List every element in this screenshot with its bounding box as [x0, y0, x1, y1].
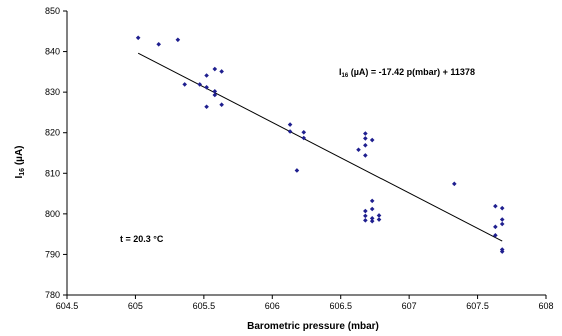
temperature-annotation: t = 20.3 °C: [120, 234, 164, 244]
regression-equation-label: I16 (µA) = -17.42 p(mbar) + 11378: [339, 67, 475, 79]
data-point: [212, 89, 218, 94]
y-tick-label: 790: [45, 249, 60, 259]
data-point: [294, 168, 300, 173]
x-tick-label: 607.5: [466, 301, 489, 311]
x-tick-label: 606.5: [329, 301, 352, 311]
x-tick-label: 608: [538, 301, 553, 311]
data-point: [499, 205, 505, 211]
data-point: [204, 73, 209, 78]
data-point: [204, 84, 209, 90]
data-point: [212, 66, 218, 72]
data-point: [356, 147, 361, 153]
data-point: [363, 136, 368, 141]
data-point: [135, 35, 141, 41]
data-point: [219, 69, 224, 74]
data-point: [376, 213, 382, 218]
data-point: [369, 198, 375, 204]
y-tick-label: 820: [45, 128, 60, 138]
data-point: [363, 131, 368, 136]
data-point: [376, 217, 382, 222]
data-point: [493, 224, 498, 230]
data-point: [156, 41, 161, 47]
data-point: [493, 233, 498, 238]
x-tick-label: 605.5: [193, 301, 216, 311]
data-point: [212, 92, 218, 98]
y-tick-label: 780: [45, 290, 60, 300]
data-point: [363, 213, 368, 219]
data-point: [499, 221, 505, 227]
x-axis-title: Barometric pressure (mbar): [247, 321, 379, 332]
data-point: [499, 217, 505, 222]
data-point: [499, 249, 505, 254]
data-point: [219, 102, 224, 108]
data-point: [363, 153, 368, 158]
x-tick-label: 607: [402, 301, 417, 311]
y-tick-label: 800: [45, 209, 60, 219]
data-point: [452, 181, 457, 187]
data-point: [204, 104, 209, 110]
data-point: [363, 218, 368, 223]
data-point: [182, 82, 187, 87]
data-point: [287, 129, 293, 134]
y-tick-label: 810: [45, 168, 60, 178]
regression-line: [137, 52, 503, 242]
y-tick-label: 840: [45, 47, 60, 57]
y-tick-label: 850: [45, 6, 60, 16]
data-point: [301, 135, 307, 141]
data-point: [287, 122, 293, 127]
data-point: [369, 216, 375, 221]
data-point: [369, 137, 375, 143]
data-point: [363, 208, 368, 214]
data-point: [493, 203, 498, 209]
data-point: [197, 82, 203, 87]
data-point: [363, 142, 368, 148]
data-point: [301, 130, 307, 135]
x-tick-label: 606: [265, 301, 280, 311]
data-point: [175, 37, 181, 43]
data-point: [369, 218, 375, 224]
data-point: [369, 206, 375, 212]
x-tick-label: 604.5: [56, 301, 79, 311]
y-tick-label: 830: [45, 87, 60, 97]
x-tick-label: 605: [128, 301, 143, 311]
y-axis-title: I16 (µA): [14, 146, 26, 179]
